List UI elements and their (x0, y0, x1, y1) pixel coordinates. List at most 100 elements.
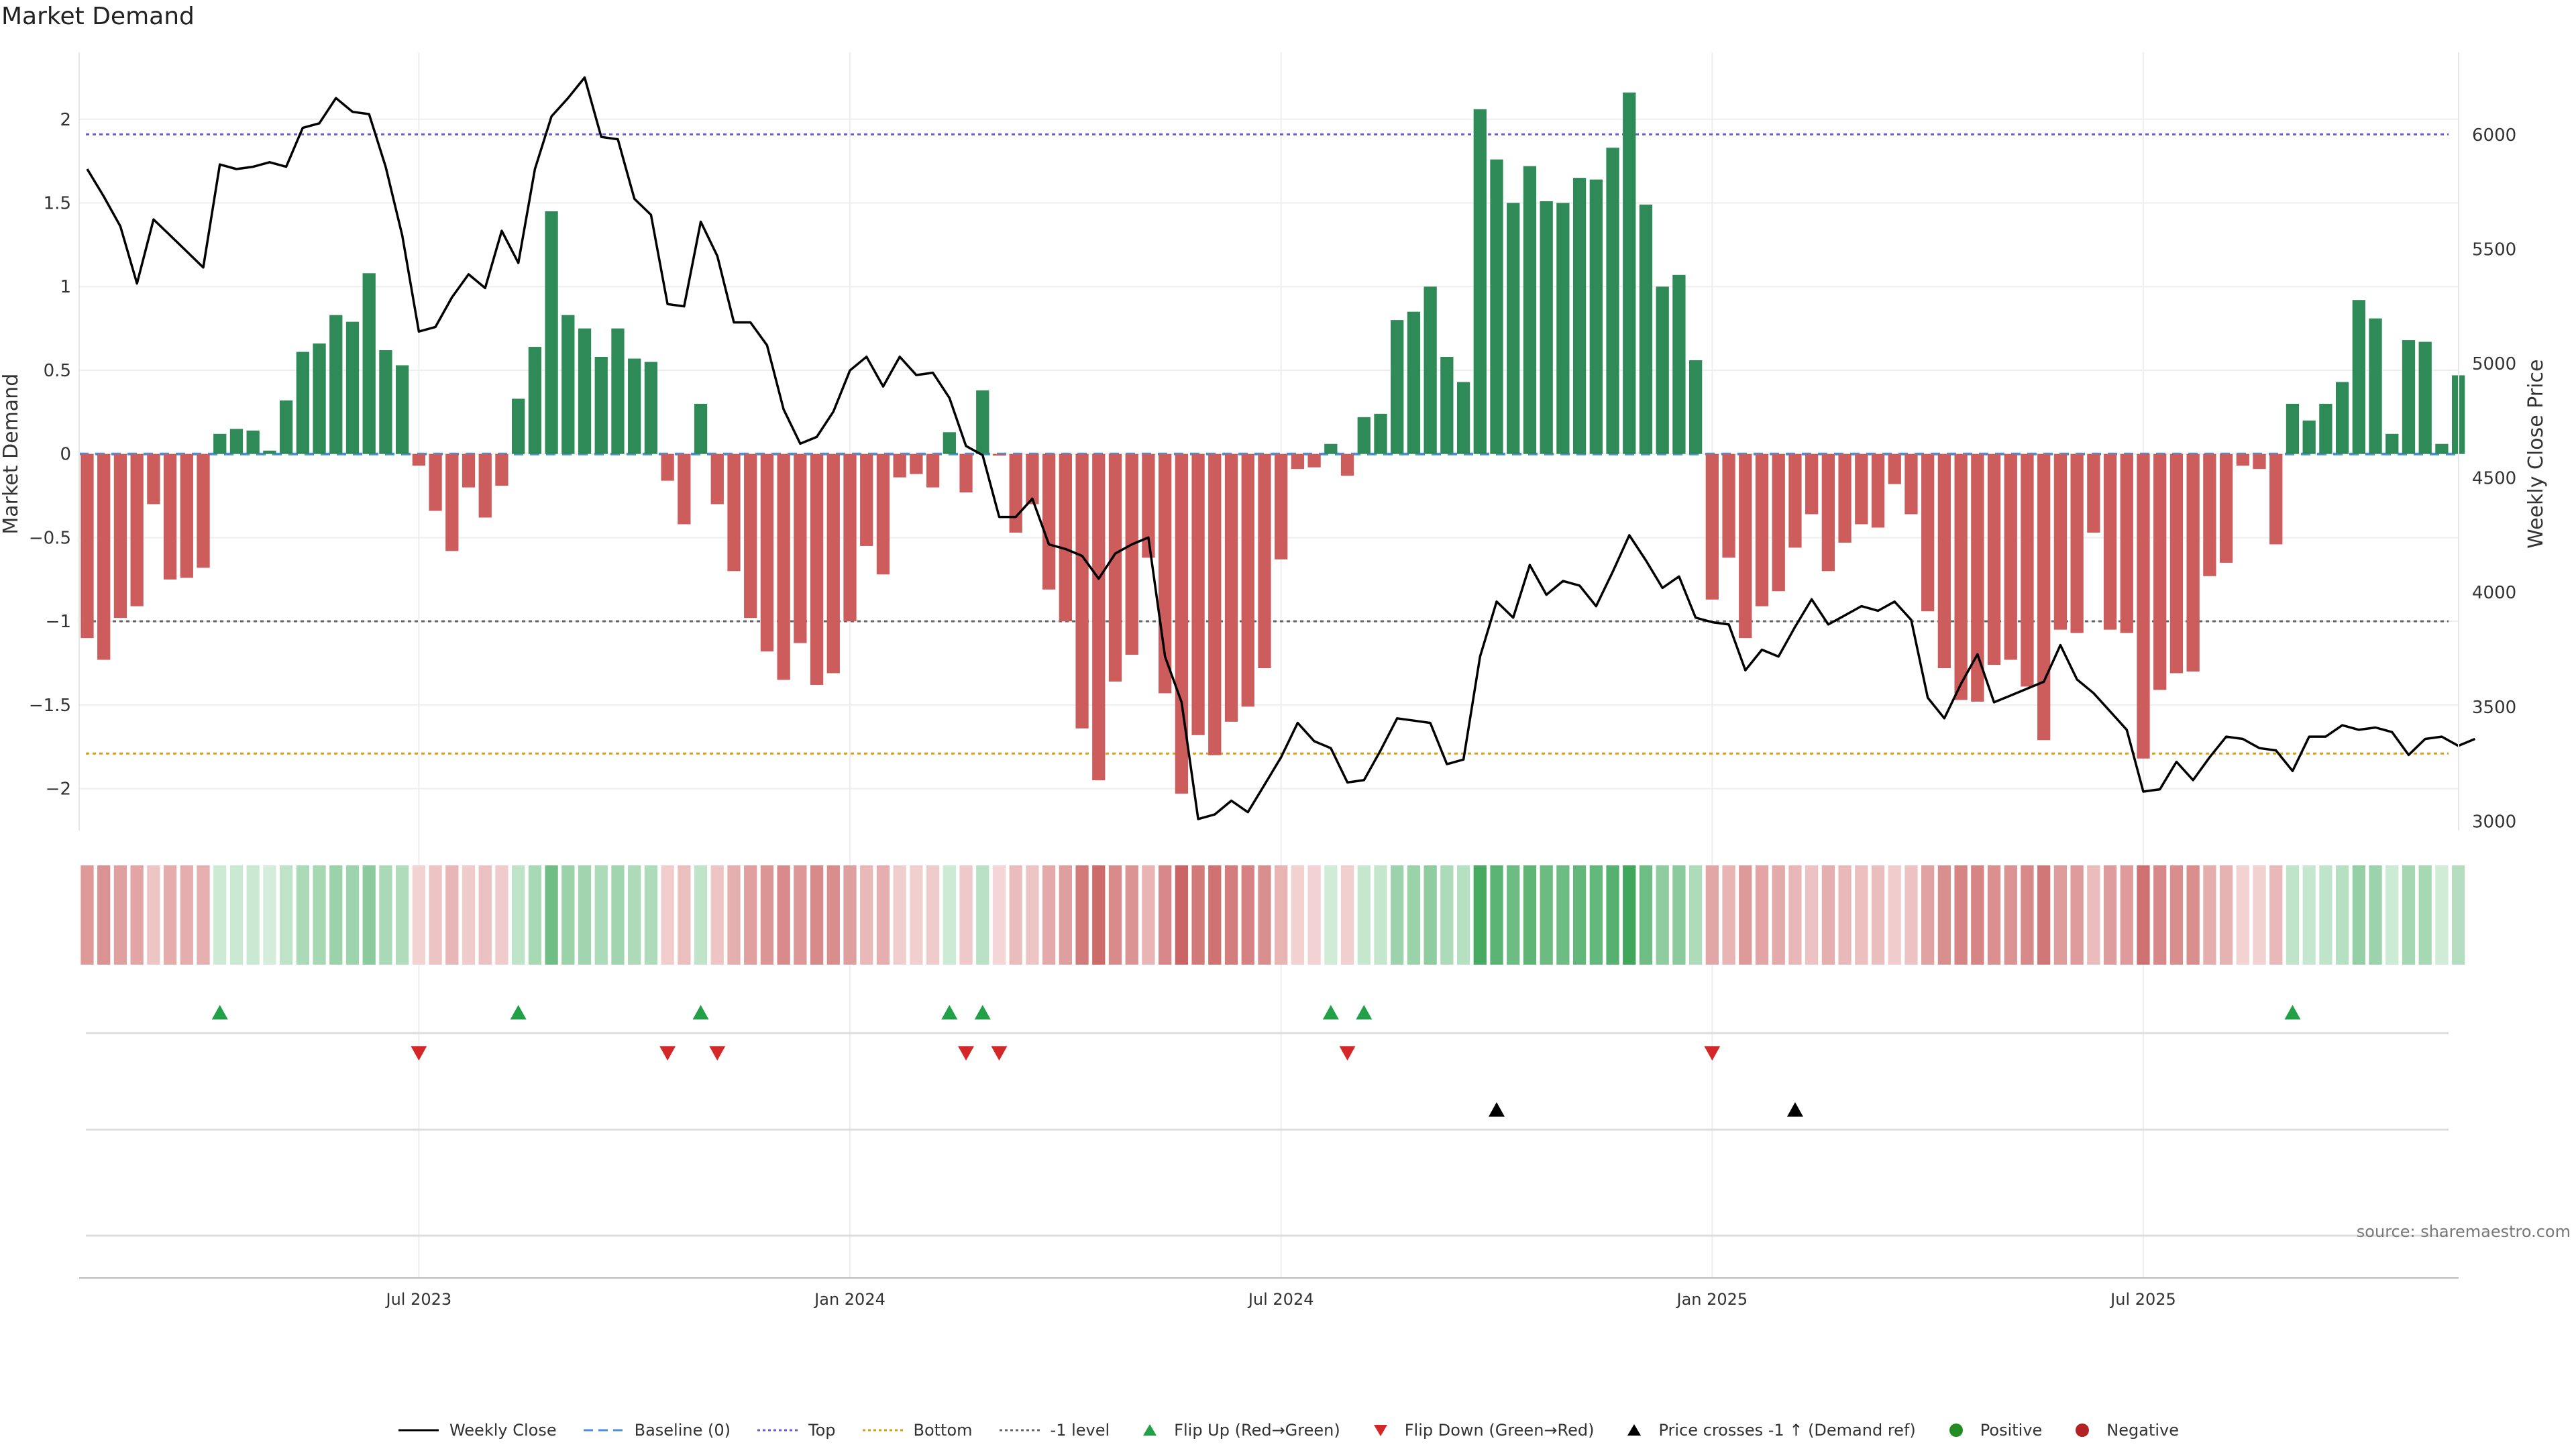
demand-bar (777, 453, 790, 680)
demand-bar (910, 453, 923, 474)
demand-bar (1407, 311, 1421, 454)
y2-tick-label: 3500 (2472, 698, 2516, 718)
heat-cell (197, 865, 210, 965)
heat-cell (1407, 865, 1421, 965)
heat-cell (462, 865, 476, 965)
demand-bar (1324, 443, 1338, 454)
demand-bar (2402, 340, 2416, 454)
y2-tick-label: 3000 (2472, 812, 2516, 832)
demand-bar (1175, 453, 1189, 794)
demand-bar (495, 453, 508, 486)
heat-cell (1241, 865, 1254, 965)
heat-cell (661, 865, 674, 965)
heat-cell (1125, 865, 1138, 965)
heat-cell (1788, 865, 1802, 965)
legend-item: Baseline (0) (582, 1421, 731, 1440)
demand-bar (1307, 453, 1321, 468)
demand-bar (694, 403, 708, 454)
heat-cell (710, 865, 724, 965)
heat-cell (1490, 865, 1503, 965)
demand-bar (578, 328, 592, 454)
heat-cell (113, 865, 127, 965)
heat-cell (910, 865, 923, 965)
heat-cell (810, 865, 824, 965)
price-cross-marker (1489, 1102, 1505, 1117)
y-tick-label: 1.5 (44, 194, 71, 214)
heat-cell (1324, 865, 1338, 965)
demand-bar (1092, 453, 1106, 781)
demand-bar (826, 453, 840, 674)
heat-cell (760, 865, 774, 965)
heat-cell (1440, 865, 1454, 965)
heat-cell (1340, 865, 1354, 965)
heat-cell (594, 865, 608, 965)
heat-cell (1159, 865, 1172, 965)
demand-bar (794, 453, 807, 643)
heat-cell (2385, 865, 2399, 965)
demand-bar (1224, 453, 1238, 722)
heat-cell (1291, 865, 1305, 965)
heat-cell (578, 865, 592, 965)
demand-heat-strip (80, 865, 2465, 965)
legend-swatch-icon (2068, 1422, 2097, 1438)
heat-cell (2053, 865, 2068, 965)
heat-cell (1191, 865, 1205, 965)
heat-cell (1374, 865, 1387, 965)
y2-tick-label: 5000 (2472, 354, 2516, 374)
heat-cell (1838, 865, 1851, 965)
heat-cell (926, 865, 940, 965)
y-tick-label: −2 (46, 780, 71, 800)
demand-bar (1572, 178, 1587, 454)
heat-cell (279, 865, 293, 965)
demand-bar (1507, 203, 1520, 454)
demand-bar (1788, 453, 1802, 548)
demand-bar (246, 430, 260, 454)
heat-cell (860, 865, 873, 965)
demand-bar (1954, 453, 1968, 700)
demand-bar (1391, 320, 1404, 454)
price-series (86, 76, 2476, 820)
demand-bar (1125, 453, 1138, 655)
demand-bar (860, 453, 873, 546)
demand-bar (2219, 453, 2233, 563)
legend-label: -1 level (1050, 1421, 1110, 1440)
x-tick-label: Jul 2023 (385, 1290, 452, 1309)
demand-bar (1340, 453, 1354, 476)
demand-bar (1987, 453, 2001, 665)
y-tick-label: 2 (60, 110, 71, 130)
heat-cell (1937, 865, 1951, 965)
heat-cell (1904, 865, 1918, 965)
legend-swatch-icon (861, 1422, 904, 1438)
heat-cell (1921, 865, 1935, 965)
legend-label: Positive (1980, 1421, 2043, 1440)
demand-bar (1855, 453, 1868, 525)
heat-cell (313, 865, 326, 965)
legend-label: Negative (2106, 1421, 2180, 1440)
demand-bar (2169, 453, 2184, 674)
legend-swatch-icon (756, 1422, 799, 1438)
heat-cell (2070, 865, 2084, 965)
demand-bar (1589, 179, 1603, 454)
demand-bar (661, 453, 674, 481)
heat-cell (1009, 865, 1022, 965)
demand-bar (1739, 453, 1752, 639)
legend: Weekly Close Baseline (0) Top Bottom -1 leve… (0, 1421, 2576, 1440)
demand-bar (943, 432, 956, 454)
demand-bar (561, 315, 575, 454)
heat-cell (2335, 865, 2349, 965)
legend-label: Bottom (913, 1421, 973, 1440)
heat-cell (1556, 865, 1570, 965)
demand-bar (2435, 443, 2449, 454)
demand-bar (2037, 453, 2051, 741)
demand-bar (2369, 318, 2382, 454)
chart-title: Market Demand (1, 3, 195, 30)
demand-bar (395, 365, 409, 454)
heat-cell (1456, 865, 1470, 965)
legend-swatch-icon (397, 1422, 440, 1438)
heat-cell (512, 865, 525, 965)
heat-cell (97, 865, 111, 965)
demand-bar (1424, 286, 1437, 454)
heat-cell (694, 865, 708, 965)
demand-bar (130, 453, 144, 606)
heat-cell (2269, 865, 2283, 965)
